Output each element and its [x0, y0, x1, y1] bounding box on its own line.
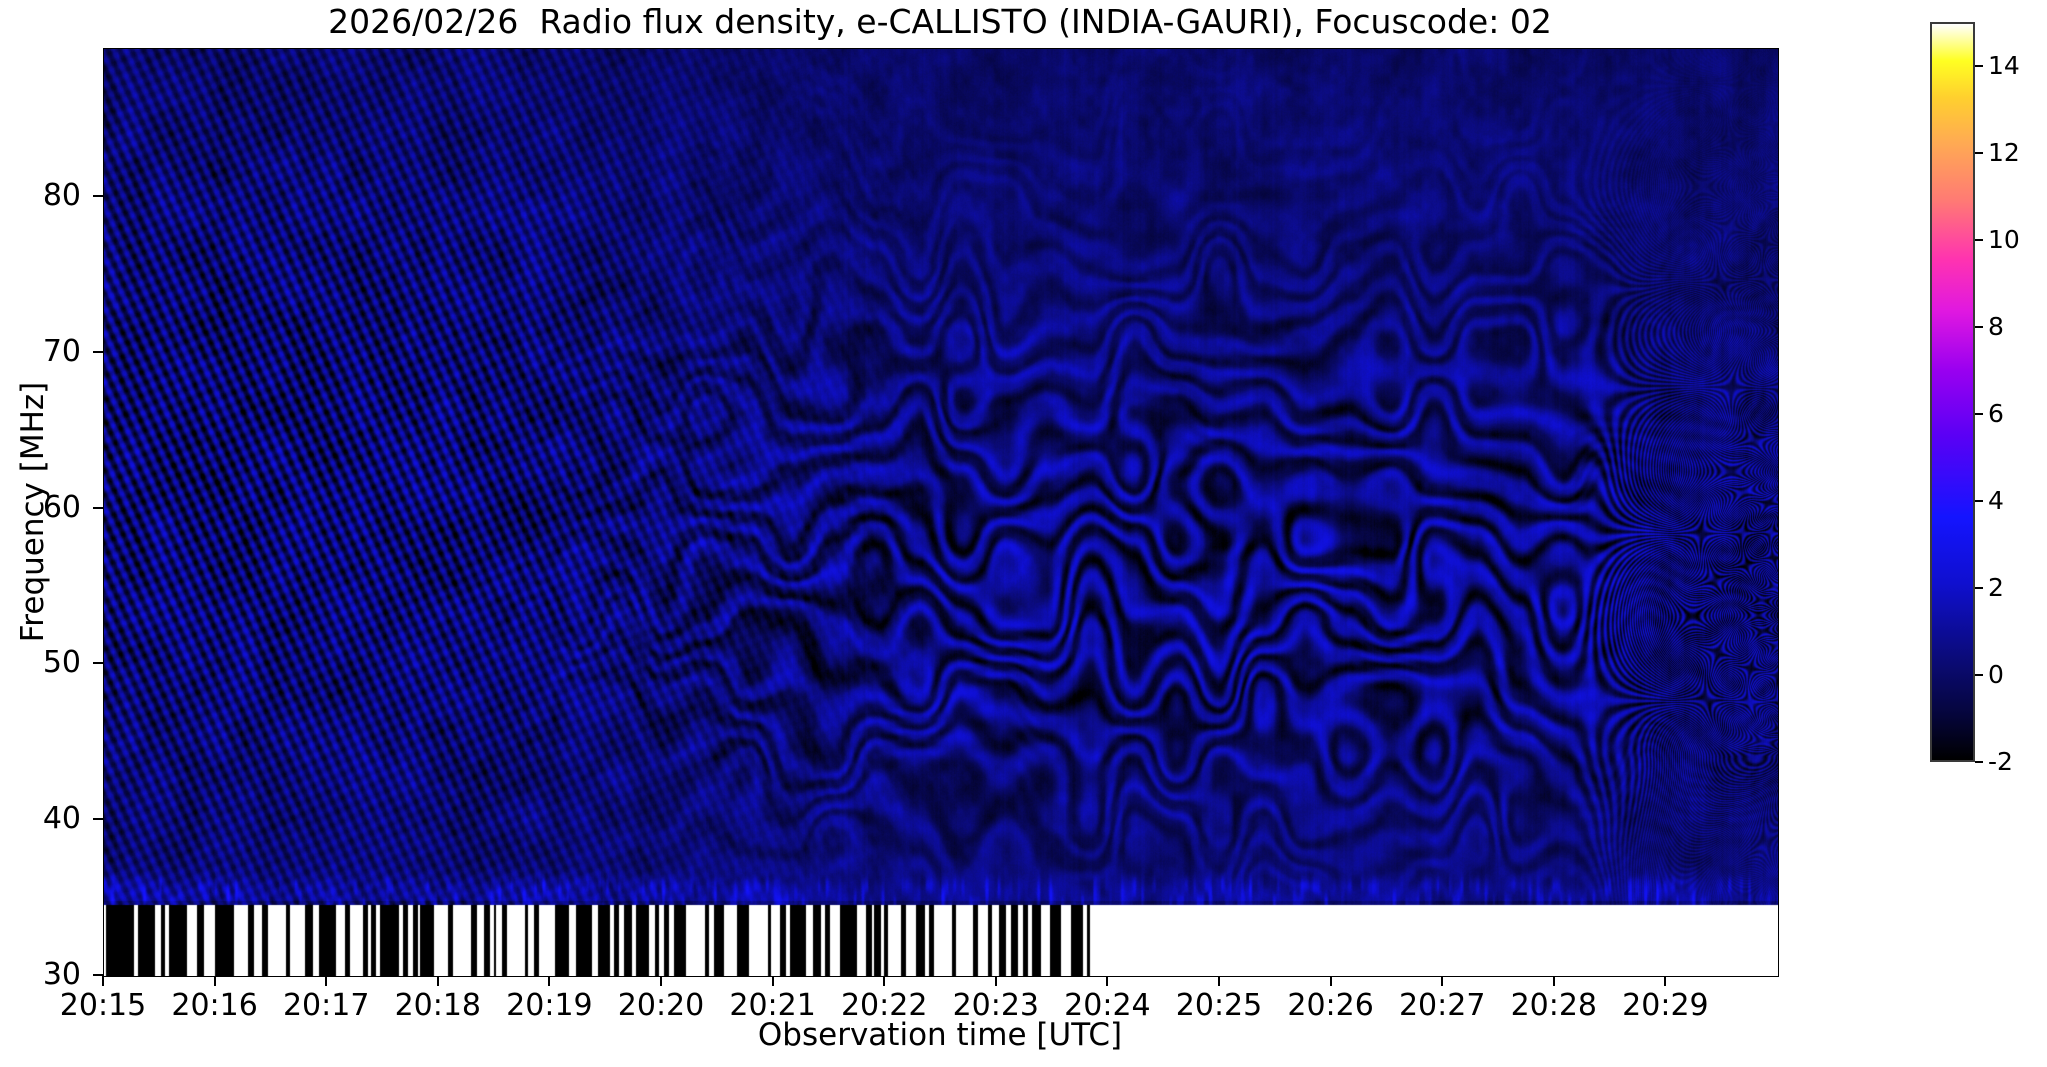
x-axis-label: Observation time [UTC] — [757, 1017, 1123, 1053]
colorbar-tick-label: 12 — [1988, 137, 2020, 167]
x-tick-mark — [548, 976, 551, 986]
colorbar-tick-label: 2 — [1988, 572, 2004, 602]
x-tick-mark — [325, 976, 328, 986]
colorbar-tick-label: -2 — [1988, 747, 2013, 776]
y-tick-mark — [93, 662, 103, 665]
colorbar — [1930, 22, 1975, 762]
x-tick-mark — [1664, 976, 1667, 986]
colorbar-tick-mark — [1975, 325, 1983, 328]
colorbar-tick-mark — [1975, 499, 1983, 502]
x-tick-mark — [1441, 976, 1444, 986]
x-tick-label: 20:23 — [952, 988, 1040, 1023]
y-tick-label: 60 — [42, 489, 81, 525]
x-tick-mark — [994, 976, 997, 986]
x-tick-mark — [771, 976, 774, 986]
x-tick-label: 20:22 — [840, 988, 928, 1023]
y-tick-label: 80 — [42, 178, 81, 213]
x-tick-label: 20:26 — [1287, 988, 1374, 1023]
x-tick-mark — [660, 976, 662, 986]
y-tick-label: 70 — [42, 333, 81, 369]
y-tick-label: 40 — [42, 801, 81, 837]
x-tick-label: 20:24 — [1064, 988, 1151, 1023]
x-tick-label: 20:20 — [617, 988, 705, 1023]
spectrogram-canvas — [104, 49, 1778, 976]
x-tick-label: 20:19 — [506, 988, 593, 1023]
colorbar-tick-mark — [1975, 151, 1983, 154]
colorbar-tick-label: 4 — [1988, 485, 2004, 515]
colorbar-tick-mark — [1975, 586, 1983, 589]
x-tick-label: 20:27 — [1398, 988, 1486, 1023]
colorbar-tick-label: 14 — [1988, 50, 2020, 80]
chart-title: 2026/02/26 Radio flux density, e-CALLIST… — [328, 2, 1552, 41]
y-tick-mark — [93, 818, 103, 821]
colorbar-tick-label: 6 — [1988, 398, 2004, 428]
plot-area[interactable] — [103, 48, 1779, 977]
colorbar-tick-label: 10 — [1988, 224, 2020, 254]
x-tick-mark — [213, 976, 216, 986]
y-tick-mark — [93, 506, 103, 509]
y-tick-label: 30 — [42, 957, 81, 992]
x-tick-label: 20:18 — [394, 988, 482, 1023]
y-tick-mark — [93, 195, 103, 197]
x-tick-mark — [883, 976, 886, 986]
y-tick-label: 50 — [42, 645, 81, 681]
x-tick-mark — [102, 976, 104, 986]
x-tick-label: 20:29 — [1622, 988, 1709, 1023]
y-tick-mark — [93, 974, 103, 976]
colorbar-tick-mark — [1975, 238, 1983, 241]
x-tick-label: 20:25 — [1175, 988, 1263, 1023]
colorbar-tick-label: 0 — [1988, 659, 2004, 689]
x-tick-mark — [436, 976, 439, 986]
x-tick-mark — [1552, 976, 1555, 986]
spectrogram-image — [104, 49, 1778, 976]
x-tick-label: 20:16 — [171, 988, 258, 1023]
x-tick-mark — [1218, 976, 1220, 986]
colorbar-tick-mark — [1975, 64, 1983, 67]
colorbar-tick-label: 8 — [1988, 311, 2004, 341]
colorbar-tick-mark — [1975, 412, 1983, 415]
y-tick-mark — [93, 350, 103, 353]
x-tick-label: 20:21 — [729, 988, 816, 1023]
colorbar-tick-mark — [1975, 761, 1983, 763]
x-tick-label: 20:28 — [1510, 988, 1598, 1023]
x-tick-mark — [1106, 976, 1109, 986]
colorbar-tick-mark — [1975, 673, 1983, 676]
x-tick-label: 20:17 — [282, 988, 370, 1023]
x-tick-mark — [1329, 976, 1332, 986]
x-tick-label: 20:15 — [59, 988, 147, 1023]
